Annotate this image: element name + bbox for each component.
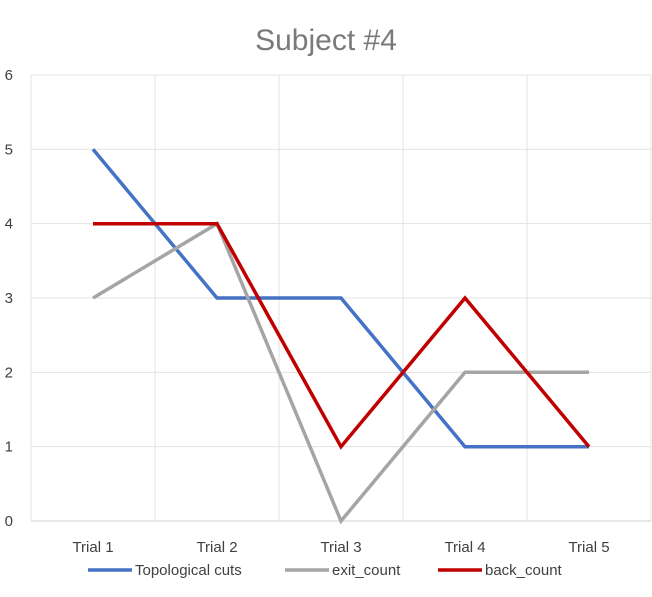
- y-tick-label: 0: [5, 513, 13, 530]
- x-tick-label: Trial 2: [196, 539, 237, 556]
- legend: Topological cuts exit_count back_count: [88, 562, 563, 579]
- legend-label: Topological cuts: [135, 562, 242, 579]
- series-group: [91, 148, 591, 525]
- y-tick-label: 3: [5, 290, 13, 307]
- x-tick-label: Trial 5: [568, 539, 609, 556]
- x-axis-ticks: Trial 1 Trial 2 Trial 3 Trial 4 Trial 5: [72, 539, 609, 556]
- chart-title: Subject #4: [255, 24, 397, 57]
- legend-label: back_count: [485, 562, 563, 579]
- series-line-exit-count: [92, 221, 589, 525]
- y-tick-label: 2: [5, 364, 13, 381]
- x-tick-label: Trial 1: [72, 539, 113, 556]
- x-tick-label: Trial 3: [320, 539, 361, 556]
- legend-label: exit_count: [332, 562, 401, 579]
- x-tick-label: Trial 4: [444, 539, 485, 556]
- y-tick-label: 1: [5, 439, 13, 456]
- y-tick-label: 6: [5, 67, 13, 84]
- y-tick-label: 4: [5, 216, 13, 233]
- grid: [30, 74, 652, 522]
- series-line-back-count: [93, 221, 591, 450]
- y-tick-label: 5: [5, 141, 13, 158]
- y-axis-ticks: 0 1 2 3 4 5 6: [5, 67, 13, 530]
